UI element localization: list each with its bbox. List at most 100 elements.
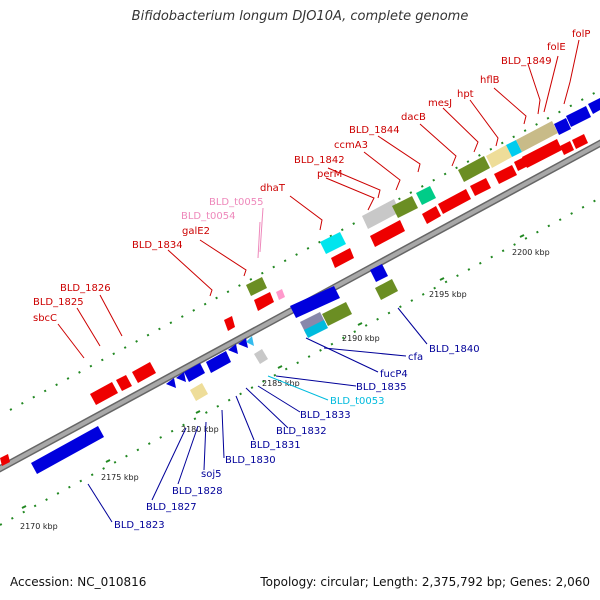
gene-label: BLD_1834: [132, 240, 183, 251]
trna-top-leader-lines: [257, 207, 264, 259]
gene-feature: [458, 156, 490, 182]
gene-label: BLD_1849: [501, 56, 552, 67]
scale-label: 2170 kbp: [20, 522, 58, 531]
gene-feature: [320, 232, 346, 254]
scale-label: 2190 kbp: [342, 334, 380, 343]
scale-ticks: [21, 234, 525, 509]
gene-label: BLD_1831: [250, 440, 301, 451]
scale-tick: [519, 234, 525, 238]
scale-tick: [105, 459, 111, 463]
gene-label: BLD_1835: [356, 382, 407, 393]
gene-feature: [322, 302, 352, 326]
bottom-leader-lines: [87, 307, 428, 523]
top-gene-labels-lower: galE2 BLD_1834 BLD_1826 BLD_1825 sbcC: [33, 226, 210, 324]
scale-labels: 2170 kbp 2175 kbp 2180 kbp 2185 kbp 2190…: [20, 248, 550, 531]
gene-label: galE2: [182, 226, 210, 237]
gene-feature: [116, 375, 132, 391]
gene-feature: [494, 165, 517, 184]
gene-label: mesJ: [428, 98, 452, 109]
gene-feature: [304, 320, 328, 338]
gene-feature: [276, 289, 285, 300]
gene-feature: [566, 106, 591, 127]
gene-label: BLD_1844: [349, 125, 400, 136]
gene-label: perM: [317, 169, 342, 180]
gene-feature: [224, 316, 235, 331]
gene-feature: [228, 344, 238, 354]
gene-label: BLD_1827: [146, 502, 197, 513]
gene-feature: [375, 279, 398, 300]
gene-label: cfa: [408, 352, 423, 363]
gene-feature: [362, 199, 400, 229]
gene-label: BLD_t0054: [181, 211, 236, 222]
gene-label: fucP4: [380, 369, 408, 380]
genome-summary-text: Topology: circular; Length: 2,375,792 bp…: [260, 575, 590, 589]
gene-feature: [246, 277, 267, 296]
gene-feature: [0, 454, 10, 466]
scale-label: 2185 kbp: [262, 379, 300, 388]
gene-label: BLD_1840: [429, 344, 480, 355]
gene-feature: [370, 264, 388, 282]
gene-feature: [238, 338, 248, 348]
gene-feature: [90, 382, 118, 405]
gene-feature: [522, 139, 562, 168]
trna-top-labels: BLD_t0055 BLD_t0054: [181, 197, 264, 222]
gene-label: BLD_t0053: [330, 396, 385, 407]
gene-feature: [300, 312, 326, 334]
gene-label: BLD_1842: [294, 155, 345, 166]
scale-track-outer: [9, 89, 600, 411]
gene-feature: [331, 248, 354, 268]
gene-feature: [572, 134, 588, 149]
gene-label: BLD_1825: [33, 297, 84, 308]
gene-label: BLD_1826: [60, 283, 111, 294]
gene-feature: [254, 292, 274, 311]
gene-label: dhaT: [260, 183, 286, 194]
scale-tick: [21, 505, 27, 509]
scale-label: 2195 kbp: [429, 290, 467, 299]
gene-label: hflB: [480, 75, 500, 86]
gene-label: hpt: [457, 89, 474, 100]
gene-label: ccmA3: [334, 140, 368, 151]
genome-title: Bifidobacterium longum DJO10A, complete …: [131, 9, 469, 24]
gene-feature: [184, 363, 205, 382]
gene-label: dacB: [401, 112, 426, 123]
accession-text: Accession: NC_010816: [10, 575, 147, 589]
gene-label: folP: [572, 29, 590, 40]
gene-feature: [554, 118, 571, 135]
gene-feature: [254, 349, 268, 364]
gene-label: BLD_1833: [300, 410, 351, 421]
top-gene-labels: folP folE BLD_1849 hflB hpt mesJ dacB BL…: [260, 29, 590, 194]
gene-feature: [486, 145, 512, 168]
forward-strand-genes: [0, 134, 588, 466]
gene-label: BLD_1830: [225, 455, 276, 466]
scale-tick: [439, 277, 445, 281]
gene-feature: [31, 426, 104, 474]
gene-label: folE: [547, 42, 566, 53]
scale-tick: [195, 410, 201, 414]
gene-feature: [588, 98, 600, 114]
scale-track-inner: [0, 197, 600, 526]
gene-label: BLD_t0055: [209, 197, 264, 208]
gene-label: soj5: [201, 469, 221, 480]
forward-colored-genes: [246, 98, 600, 300]
gene-feature: [246, 336, 254, 346]
reverse-strand-genes: [31, 264, 398, 474]
gene-feature: [506, 140, 522, 157]
scale-tick: [277, 365, 283, 369]
scale-tick: [357, 322, 363, 326]
gene-feature: [290, 286, 340, 318]
gene-feature: [176, 372, 186, 382]
scale-label: 2200 kbp: [512, 248, 550, 257]
gene-feature: [132, 362, 156, 383]
scale-label: 2180 kbp: [181, 425, 219, 434]
gene-feature: [438, 189, 471, 214]
scale-label: 2175 kbp: [101, 473, 139, 482]
bottom-gene-labels-lower: BLD_1833 BLD_1832 BLD_1831 BLD_1830 soj5…: [114, 410, 351, 531]
gene-label: BLD_1828: [172, 486, 223, 497]
trna-bottom-leader-lines: [267, 375, 329, 401]
trna-bottom-labels: BLD_t0053: [330, 396, 385, 407]
gene-label: BLD_1832: [276, 426, 327, 437]
top-leader-lines: [57, 39, 580, 359]
gene-feature: [392, 196, 418, 218]
